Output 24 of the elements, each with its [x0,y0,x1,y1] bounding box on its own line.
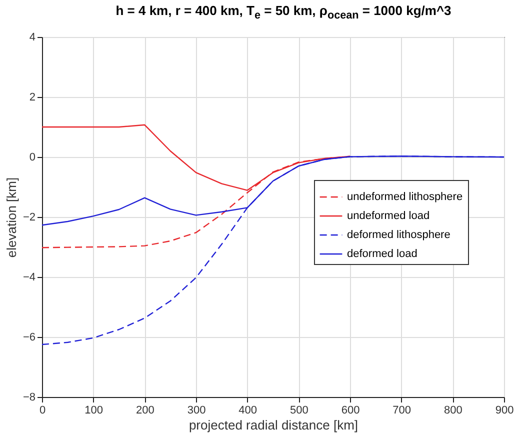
x-tick-label: 700 [392,404,412,416]
legend-label: deformed load [347,248,418,260]
x-tick-label: 900 [495,404,514,416]
x-tick-label: 100 [84,404,104,416]
y-tick-label: 4 [29,32,36,44]
y-tick-label: 2 [29,92,36,104]
legend-label: undeformed load [347,210,430,222]
y-tick-label: −4 [22,272,36,284]
x-tick-label: 800 [444,404,462,416]
y-tick-label: −8 [22,392,36,404]
legend-label: undeformed lithosphere [347,191,463,203]
x-tick-label: 600 [341,404,360,416]
y-tick-label: −6 [22,332,36,344]
chart-title: h = 4 km, r = 400 km, T$_{e}$ = 50 km, ρ$_{ocean}$ = 1000 kg/m^3 [114,2,452,24]
y-tick-label: 0 [29,152,36,164]
y-axis-title: elevation [km] [4,177,19,258]
x-tick-label: 300 [187,404,206,416]
x-tick-label: 0 [39,404,46,416]
legend-label: deformed lithosphere [347,229,450,241]
x-tick-label: 500 [290,404,308,416]
x-axis-title: projected radial distance [km] [188,418,358,432]
x-tick-label: 400 [238,404,258,416]
x-tick-label: 200 [136,404,154,416]
y-tick-label: −2 [22,212,36,224]
